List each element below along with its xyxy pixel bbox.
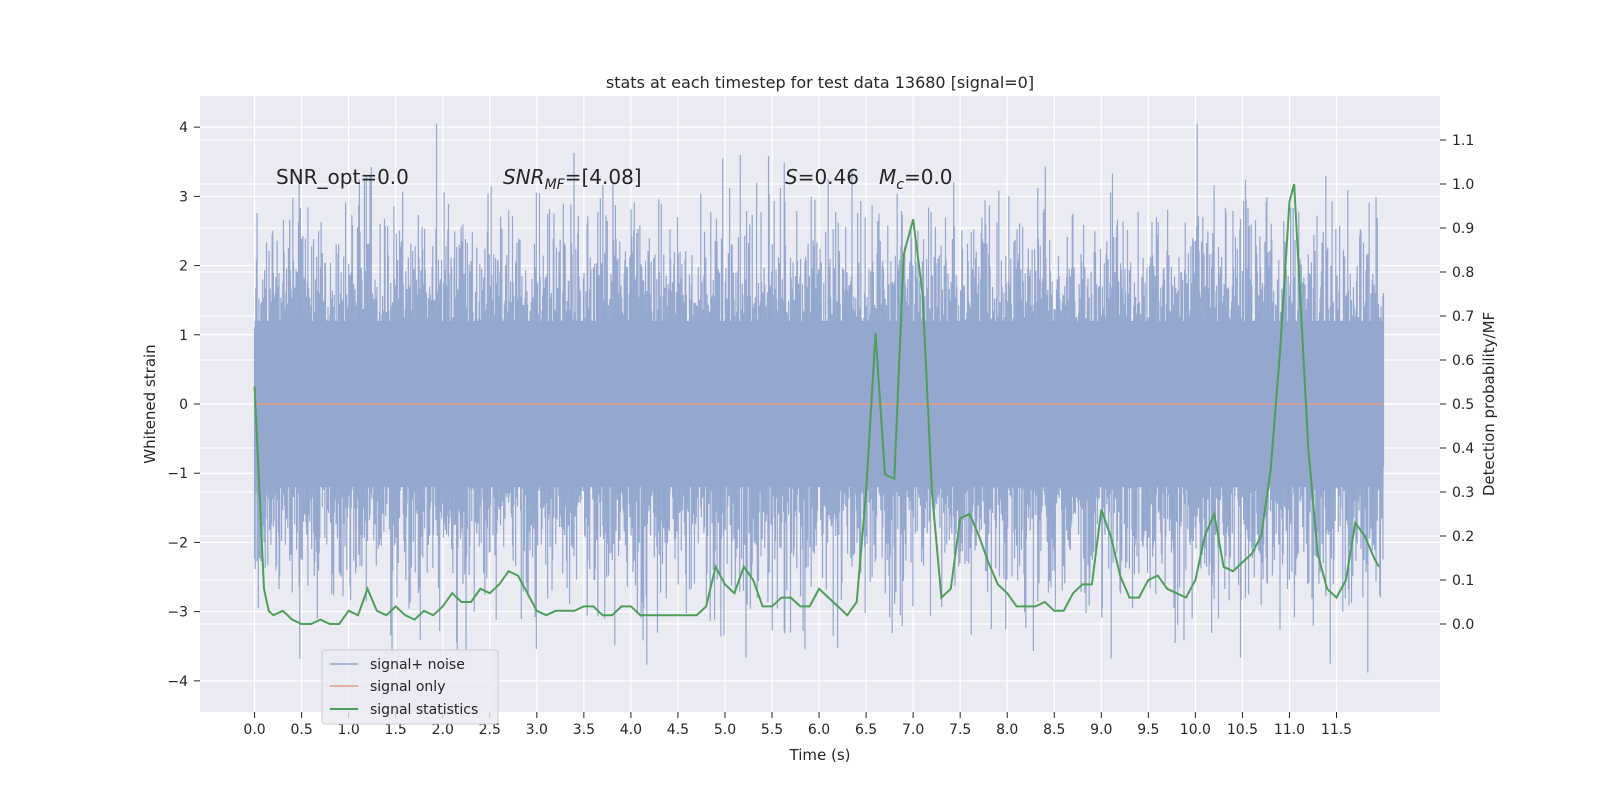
snr-mf-subscript: MF [545,177,566,193]
x-axis-ticks: 0.0 0.5 1.0 1.5 2.0 2.5 3.0 3.5 4.0 4.5 5.0 5.5 6.0 6… [243,712,1352,738]
y-right-tick-label: 0.9 [1452,221,1474,237]
y-right-tick-label: 0.6 [1452,353,1474,369]
x-tick-label: 0.5 [290,722,312,738]
legend-label-signal-statistics: signal statistics [370,702,478,718]
x-tick-label: 3.5 [573,722,595,738]
x-tick-label: 11.0 [1274,722,1305,738]
mc-annotation: Mc=0.0 [879,165,953,193]
legend-label-signal-only: signal only [370,679,445,695]
mc-value: =0.0 [904,165,953,189]
y-right-axis-ticks: 0.0 0.1 0.2 0.3 0.4 0.5 0.6 0.7 0.8 0.9 1.0 1.1 [1440,133,1474,633]
x-tick-label: 11.5 [1321,722,1352,738]
signal-statistics-line [253,183,1380,625]
x-tick-label: 7.0 [902,722,924,738]
x-tick-label: 9.0 [1090,722,1112,738]
y-left-tick-label: −1 [167,466,188,482]
s-name: S [785,165,798,189]
legend: signal+ noise signal only signal statist… [321,649,499,725]
y-left-axis-ticks: −4 −3 −2 −1 0 1 2 3 4 [167,120,200,690]
s-annotation: S=0.46 [785,165,859,189]
y-right-tick-label: 0.2 [1452,529,1474,545]
legend-label-signal-noise: signal+ noise [370,657,465,673]
y-left-tick-label: −2 [167,535,188,551]
x-tick-label: 2.0 [432,722,454,738]
x-tick-label: 9.5 [1137,722,1159,738]
x-tick-label: 8.5 [1043,722,1065,738]
x-tick-label: 8.0 [996,722,1018,738]
snr-mf-annotation: SNRMF=[4.08] [503,165,642,193]
x-tick-label: 10.0 [1180,722,1211,738]
x-tick-label: 2.5 [479,722,501,738]
y-right-tick-label: 0.3 [1452,485,1474,501]
y-left-tick-label: 3 [179,189,188,205]
s-value: =0.46 [798,165,859,189]
y-right-tick-label: 0.5 [1452,397,1474,413]
x-tick-label: 6.5 [855,722,877,738]
x-tick-label: 4.0 [620,722,642,738]
x-tick-label: 1.0 [338,722,360,738]
x-tick-label: 1.5 [385,722,407,738]
x-tick-label: 5.5 [761,722,783,738]
x-tick-label: 6.0 [808,722,830,738]
x-tick-label: 4.5 [667,722,689,738]
y-right-tick-label: 0.8 [1452,265,1474,281]
x-axis-label: Time (s) [789,746,851,764]
x-tick-label: 3.0 [526,722,548,738]
x-tick-label: 7.5 [949,722,971,738]
y-left-tick-label: −3 [167,605,188,621]
x-tick-label: 5.0 [714,722,736,738]
snr-mf-value: =[4.08] [565,165,642,189]
x-tick-label: 0.0 [243,722,265,738]
y-left-tick-label: 0 [179,397,188,413]
y-left-tick-label: 4 [179,120,188,136]
x-tick-label: 10.5 [1227,722,1258,738]
mc-subscript: c [896,177,904,193]
y-right-tick-label: 0.7 [1452,309,1474,325]
snr-mf-name: SNR [503,165,545,189]
snr-opt-annotation: SNR_opt=0.0 [276,165,409,189]
y-right-axis-label: Detection probability/MF [1480,312,1498,496]
y-right-tick-label: 0.0 [1452,617,1474,633]
y-right-tick-label: 0.4 [1452,441,1474,457]
legend-box [321,649,499,725]
chart-title: stats at each timestep for test data 136… [606,73,1034,92]
y-left-axis-label: Whitened strain [141,344,159,463]
y-right-tick-label: 1.0 [1452,177,1474,193]
y-right-tick-label: 0.1 [1452,573,1474,589]
y-left-tick-label: 2 [179,259,188,275]
mc-name: M [879,165,896,189]
y-right-tick-label: 1.1 [1452,133,1474,149]
y-left-tick-label: −4 [167,674,188,690]
y-left-tick-label: 1 [179,328,188,344]
